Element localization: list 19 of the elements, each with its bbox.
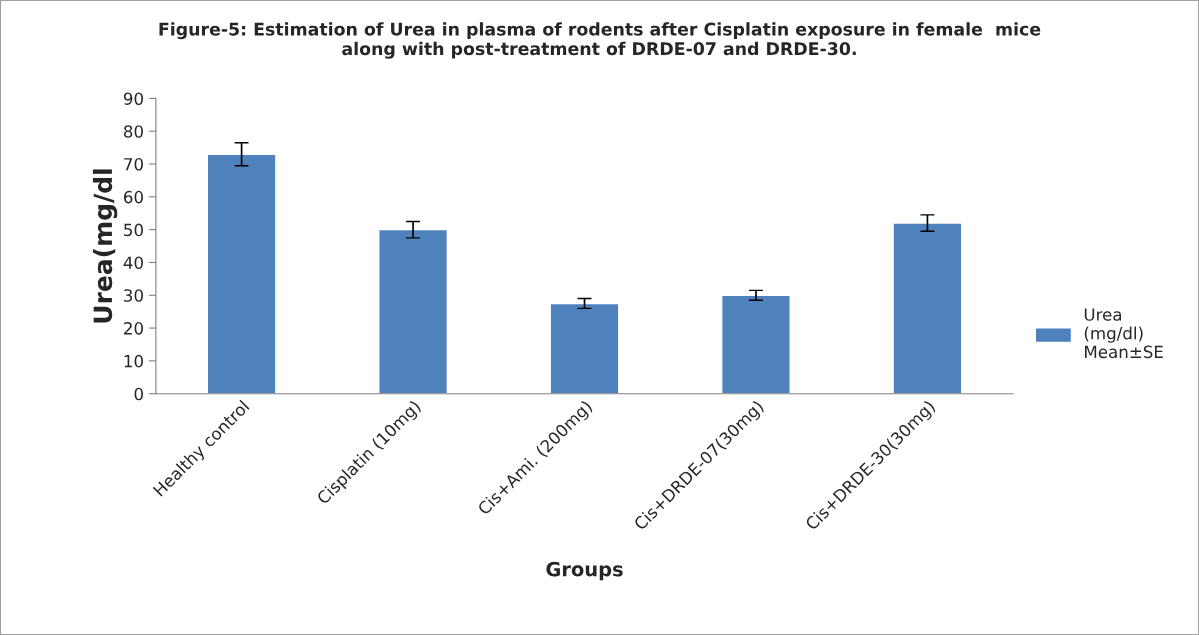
legend-label: Urea (mg/dl) Mean±SE: [1084, 308, 1163, 359]
y-tick-label: 40: [123, 256, 143, 270]
bar: [720, 294, 791, 394]
bar: [206, 153, 277, 394]
y-tick-label: 70: [124, 158, 143, 171]
y-tick-label: 30: [124, 289, 143, 302]
y-tick-label: 0: [134, 387, 143, 401]
y-axis-title: Urea(mg/dl: [92, 169, 118, 323]
y-tick-label: 10: [124, 354, 143, 368]
bar: [892, 222, 963, 394]
bar: [549, 302, 620, 394]
x-axis-title: Groups: [546, 561, 623, 581]
bar: [378, 228, 449, 394]
y-tick-label: 60: [124, 190, 143, 204]
y-tick-label: 90: [123, 92, 143, 105]
chart-title: Figure-5: Estimation of Urea in plasma of rodents after Cisplatin exposure in female mice along with post-treatment of DRDE-07 and DRDE-30.: [159, 22, 1041, 59]
y-tick-label: 80: [123, 125, 143, 138]
y-tick-label: 20: [124, 322, 143, 335]
y-tick-label: 50: [124, 223, 143, 237]
